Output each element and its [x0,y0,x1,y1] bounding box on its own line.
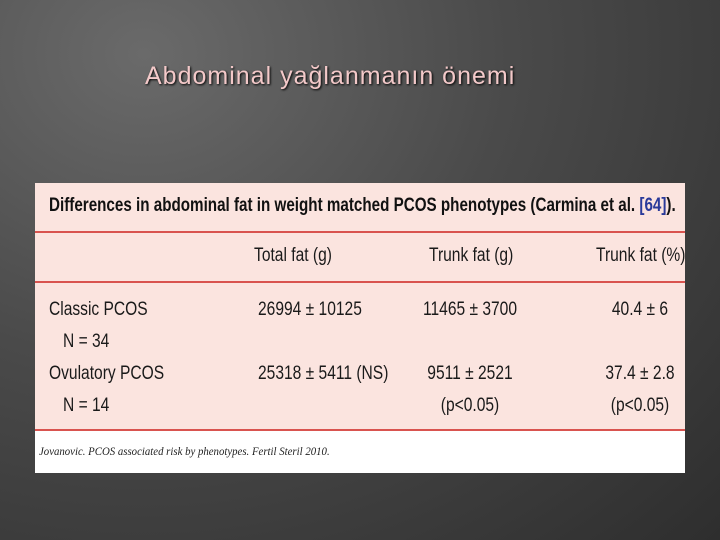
cell-value: 9511 ± 2521 [427,363,513,384]
header: Total fat (g) [254,245,332,266]
header: Trunk fat (%) [596,245,685,266]
source-row: Jovanovic. PCOS associated risk by pheno… [35,431,685,473]
cell-value: 26994 ± 10125 [258,299,362,320]
row-name: Ovulatory PCOS [49,363,165,384]
cell-value: 11465 ± 3700 [422,299,518,320]
header: Trunk fat (g) [429,245,514,266]
caption-text: Differences in abdominal fat in weight m… [49,195,640,216]
row-name: Classic PCOS [49,299,148,320]
slide-title: Abdominal yağlanmanın önemi [145,62,516,90]
rule [35,429,685,431]
table: Differences in abdominal fat in weight m… [35,183,685,473]
cell-value: 25318 ± 5411 (NS) [258,363,389,384]
rule [35,281,685,283]
cell-value: 37.4 ± 2.8 [605,363,675,384]
cell-note: (p<0.05) [440,395,500,416]
cell-value: 40.4 ± 6 [611,299,669,320]
rule [35,231,685,233]
table-caption: Differences in abdominal fat in weight m… [49,195,676,217]
caption-end: ). [666,195,676,216]
cell-note: (p<0.05) [610,395,670,416]
row-name: N = 14 [63,395,110,416]
source: Jovanovic. PCOS associated risk by pheno… [39,444,330,458]
row-name: N = 34 [63,331,110,352]
caption-ref: [64] [639,195,667,216]
